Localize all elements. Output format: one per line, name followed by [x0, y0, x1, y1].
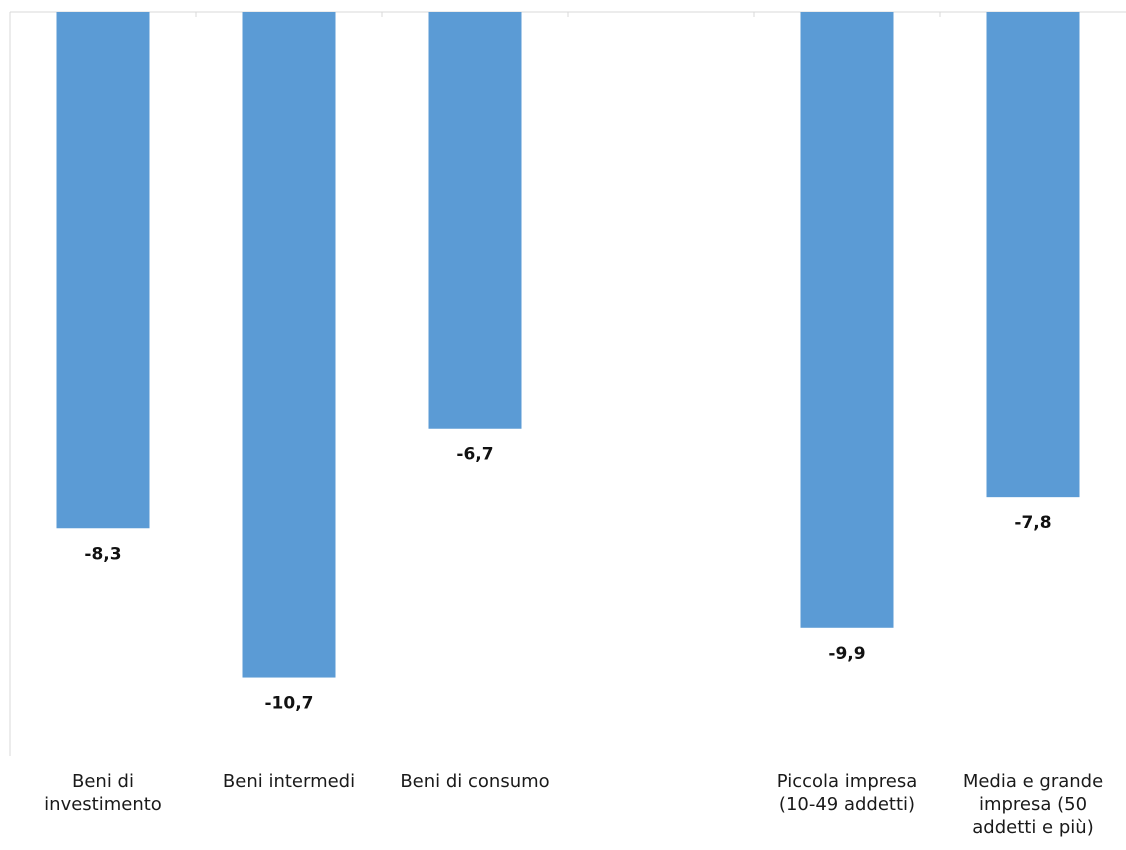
bars-group: [56, 12, 1080, 678]
category-label: Piccola impresa (10-49 addetti): [776, 771, 918, 815]
x-axis-ticks: [195, 12, 941, 17]
data-label: -10,7: [265, 694, 314, 714]
bar: [242, 12, 336, 678]
data-label: -9,9: [828, 644, 865, 664]
category-label: Beni di investimento: [44, 771, 162, 815]
data-label: -8,3: [84, 544, 121, 564]
data-label: -7,8: [1014, 513, 1051, 533]
data-label: -6,7: [456, 445, 493, 465]
category-label: Beni intermedi: [222, 771, 356, 792]
bar: [800, 12, 894, 628]
data-labels-group: -8,3 -10,7 -6,7 -9,9 -7,8: [84, 445, 1051, 714]
bar: [56, 12, 150, 529]
bar: [428, 12, 522, 429]
category-label: Beni di consumo: [400, 771, 550, 792]
category-label: Media e grande impresa (50 addetti e più…: [962, 771, 1104, 838]
bar: [986, 12, 1080, 498]
